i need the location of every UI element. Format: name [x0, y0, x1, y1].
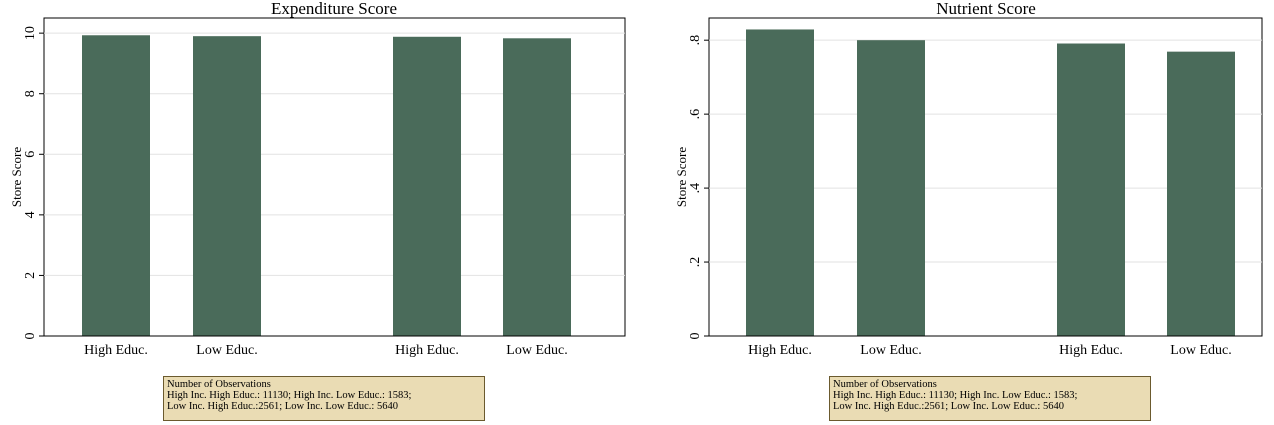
bar	[857, 40, 925, 337]
y-tick-label: 10	[23, 26, 38, 40]
bar	[746, 29, 814, 336]
bar	[503, 38, 571, 336]
x-category-label: High Educ.	[1059, 343, 1123, 358]
expenditure-score-chart: Expenditure Score 0 2 4 6 8 10 Store Score High …	[9, 0, 626, 421]
y-tick-label: .6	[688, 109, 703, 120]
note-line-1: High Inc. High Educ.: 11130; High Inc. L…	[833, 390, 1078, 401]
nutrient-score-plot: Nutrient Score 0 .2 .4 .6 .8 Store Score High E…	[674, 0, 1263, 358]
note-line-2: Low Inc. High Educ.:2561; Low Inc. Low E…	[167, 401, 398, 412]
bar	[82, 35, 150, 337]
y-tick-label: 4	[23, 211, 38, 218]
nutrient-score-chart: Nutrient Score 0 .2 .4 .6 .8 Store Score High E…	[665, 0, 1274, 425]
bar	[393, 36, 461, 337]
y-axis-label: Store Score	[674, 147, 689, 208]
note-line-2: Low Inc. High Educ.:2561; Low Inc. Low E…	[833, 401, 1064, 412]
x-category-label: Low Educ.	[196, 343, 257, 358]
note-title: Number of Observations	[167, 379, 271, 390]
x-category-label: High Educ.	[748, 343, 812, 358]
expenditure-score-plot: Expenditure Score 0 2 4 6 8 10 Store Score High …	[9, 0, 626, 358]
x-category-label: Low Educ.	[506, 343, 567, 358]
x-category-label: Low Educ.	[860, 343, 921, 358]
note-title: Number of Observations	[833, 379, 937, 390]
y-tick-label: .8	[688, 35, 703, 46]
y-tick-label: 2	[23, 272, 38, 279]
bar	[1057, 43, 1125, 337]
x-category-label: High Educ.	[395, 343, 459, 358]
y-tick-label: 8	[23, 90, 38, 97]
y-tick-label: 6	[23, 151, 38, 158]
bar	[1167, 51, 1235, 337]
observations-note: Number of Observations High Inc. High Ed…	[829, 376, 1151, 421]
observations-note: Number of Observations High Inc. High Ed…	[163, 376, 485, 421]
y-tick-label: .4	[688, 183, 703, 194]
chart-title: Expenditure Score	[271, 0, 397, 18]
y-axis-label: Store Score	[9, 147, 24, 208]
note-line-1: High Inc. High Educ.: 11130; High Inc. L…	[167, 390, 412, 401]
chart-title: Nutrient Score	[936, 0, 1036, 18]
x-category-label: Low Educ.	[1170, 343, 1231, 358]
x-category-label: High Educ.	[84, 343, 148, 358]
bar	[193, 36, 261, 337]
y-tick-label: .2	[688, 257, 703, 268]
y-tick-label: 0	[688, 333, 703, 340]
y-tick-label: 0	[23, 333, 38, 340]
